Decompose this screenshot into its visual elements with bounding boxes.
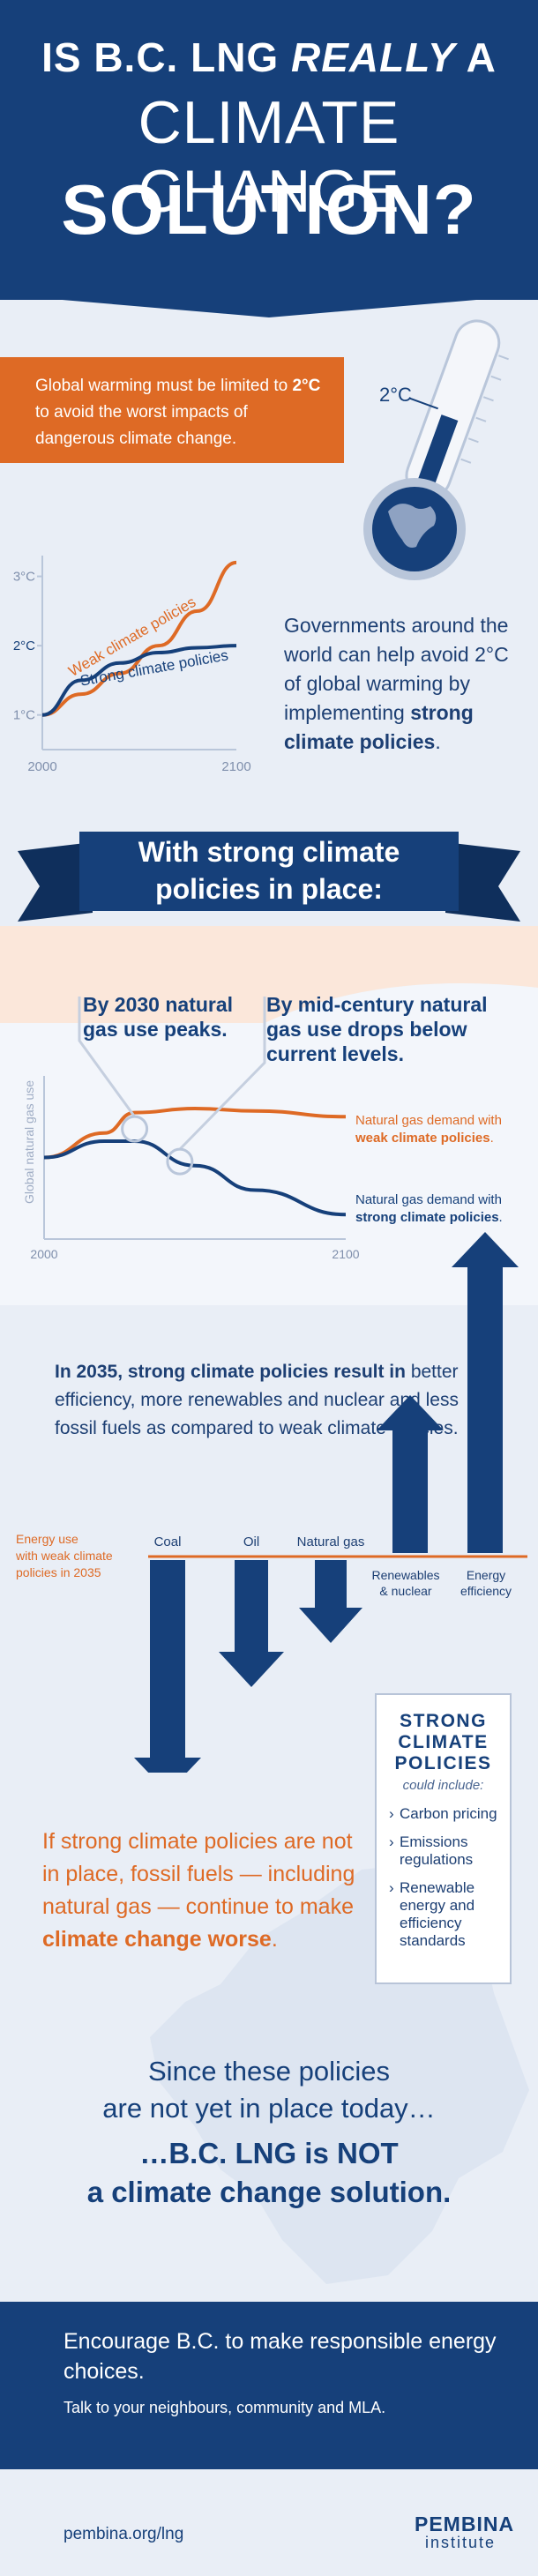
policy-title: STRONG CLIMATE POLICIES xyxy=(394,1711,492,1773)
website-link[interactable]: pembina.org/lng xyxy=(64,2525,184,2543)
peak-annotation: By 2030 natural gas use peaks. xyxy=(83,993,234,1041)
title-banner-chevron xyxy=(0,282,538,317)
x-tick-label: 2000 xyxy=(27,759,56,774)
wave-band xyxy=(0,926,538,1305)
bar-arrow-oil xyxy=(219,1560,284,1687)
footer-call-to-action: Encourage B.C. to make responsible energ… xyxy=(64,2329,497,2384)
drop-marker xyxy=(166,1147,194,1176)
title-line-3: SOLUTION? xyxy=(61,170,477,249)
renewables-label: Renewables & nuclear xyxy=(371,1568,440,1598)
policy-list: Carbon pricing Emissions regulations Ren… xyxy=(389,1805,497,1950)
drop-annotation: By mid-century natural gas use drops belo… xyxy=(266,993,488,1065)
strong-gas-line xyxy=(43,1139,347,1217)
pembina-logo-subtext: institute xyxy=(425,2534,497,2551)
efficiency-label: Energy efficiency xyxy=(460,1568,512,1598)
svg-text:2°C: 2°C xyxy=(379,384,412,406)
bar-label: Oil xyxy=(243,1534,259,1549)
bar-arrow-energy-efficiency xyxy=(452,1232,519,1553)
policy-box: STRONG CLIMATE POLICIES could include: C… xyxy=(375,1693,512,1984)
weak-gas-line xyxy=(43,1106,347,1160)
drop-leader-line xyxy=(178,997,266,1151)
peak-leader-line xyxy=(78,997,136,1118)
bar-label: Natural gas xyxy=(297,1534,365,1549)
x-tick-label: 2100 xyxy=(221,759,250,774)
footer-banner xyxy=(0,2302,538,2469)
pembina-logo: PEMBINA xyxy=(415,2513,515,2535)
y-tick-label: 3°C xyxy=(13,570,35,585)
thermometer-icon: 2°C xyxy=(363,319,509,580)
footer-subtext: Talk to your neighbours, community and M… xyxy=(64,2399,386,2416)
energy-2035-text: In 2035, strong climate policies result … xyxy=(55,1362,459,1438)
y-tick-label: 1°C xyxy=(13,708,35,723)
baseline-label: Energy use with weak climate policies in 2… xyxy=(16,1532,113,1579)
strong-gas-legend: Natural gas demand with strong climate po… xyxy=(355,1192,503,1225)
bar-arrow-coal xyxy=(134,1560,201,1773)
peak-marker xyxy=(121,1115,149,1143)
bar-label: Coal xyxy=(154,1534,182,1549)
title-line-1: IS B.C. LNG REALLY A xyxy=(41,34,497,80)
bar-arrow-natural-gas xyxy=(299,1560,362,1643)
ribbon-banner xyxy=(18,832,520,922)
since-text: Since these policies are not yet in plac… xyxy=(102,2056,436,2124)
y-axis-label: Global natural gas use xyxy=(22,1080,36,1204)
worse-text: If strong climate policies are not in pl… xyxy=(42,1829,355,1952)
x-tick-label: 2100 xyxy=(332,1247,359,1261)
weak-gas-legend: Natural gas demand with weak climate poli… xyxy=(355,1113,502,1146)
warning-box: Global warming must be limited to 2°C to… xyxy=(0,357,344,463)
energy-use-chart: Coal Oil Natural gas xyxy=(134,1232,527,1773)
y-tick-label: 2°C xyxy=(13,638,35,653)
not-solution-text: …B.C. LNG is NOT a climate change soluti… xyxy=(86,2137,452,2208)
governments-text: Governments around the world can help av… xyxy=(284,614,509,753)
ribbon-text: With strong climate policies in place: xyxy=(138,836,400,905)
title-banner xyxy=(0,0,538,300)
policy-item: Renewable energy and efficiency standard… xyxy=(389,1879,497,1950)
x-tick-label: 2000 xyxy=(30,1247,57,1261)
natural-gas-chart: Global natural gas use 2000 2100 xyxy=(22,997,360,1261)
strong-policy-line xyxy=(41,644,237,717)
policy-item: Emissions regulations xyxy=(389,1833,497,1869)
policy-subtitle: could include: xyxy=(402,1778,484,1793)
policy-item: Carbon pricing xyxy=(389,1805,497,1823)
bar-arrow-renewables-nuclear xyxy=(377,1395,444,1553)
title-line-2: CLIMATE CHANGE xyxy=(138,89,400,225)
